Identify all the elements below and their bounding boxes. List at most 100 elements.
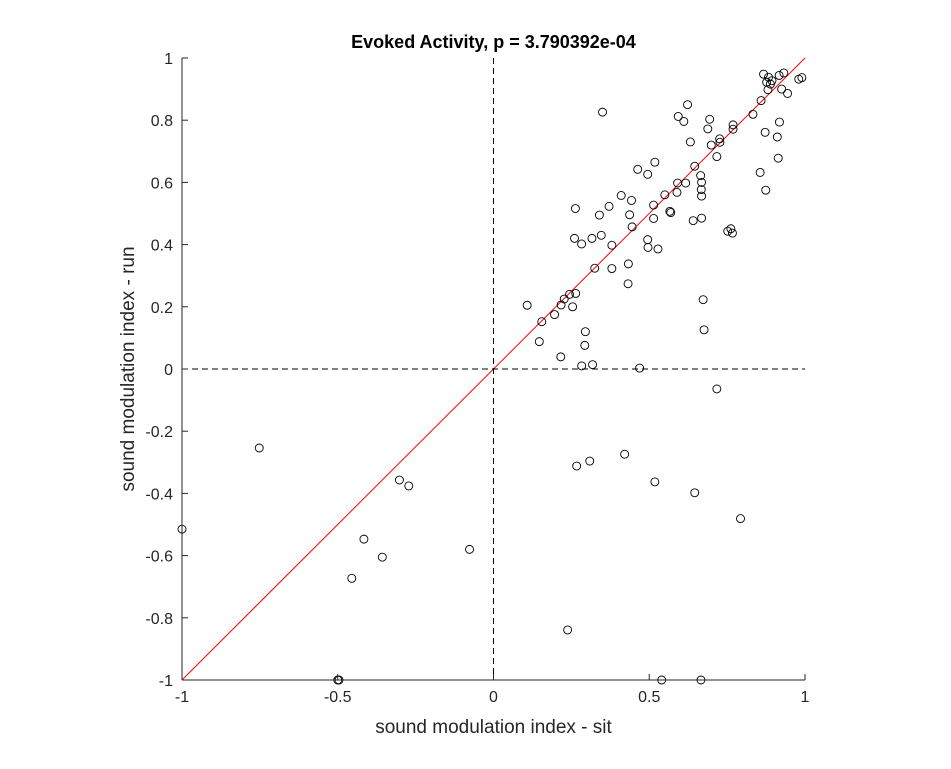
y-tick-label: 0.2 xyxy=(151,300,173,317)
data-point xyxy=(683,100,693,110)
data-point xyxy=(580,327,590,337)
data-point xyxy=(643,169,653,179)
data-point xyxy=(550,310,560,320)
data-point xyxy=(775,117,784,127)
data-point xyxy=(728,124,738,134)
data-point xyxy=(756,96,766,106)
data-point xyxy=(572,461,582,471)
data-point xyxy=(726,224,736,234)
tick-labels: -1 -0.5 0 0.5 1 -1 -0.8 -0.6 -0.4 -0.2 0 0.2 0.4 0.6 0… xyxy=(145,51,809,706)
y-tick-label: 0 xyxy=(164,362,173,379)
data-point xyxy=(650,157,660,167)
data-point xyxy=(690,161,700,171)
data-point xyxy=(767,76,777,86)
data-point xyxy=(777,84,787,94)
data-point xyxy=(748,109,758,119)
data-point xyxy=(607,264,617,273)
data-point xyxy=(570,204,580,213)
data-point xyxy=(404,481,414,491)
data-point xyxy=(627,195,636,205)
data-point xyxy=(773,153,783,163)
data-point xyxy=(635,363,645,373)
x-tick-label: -0.5 xyxy=(324,689,352,706)
data-point xyxy=(580,340,590,350)
data-point xyxy=(577,361,587,371)
x-axis-title: sound modulation index - sit xyxy=(375,717,612,738)
data-point xyxy=(774,70,784,80)
data-point xyxy=(588,360,598,370)
data-point xyxy=(697,213,707,223)
data-point xyxy=(625,210,635,220)
data-points xyxy=(177,68,807,685)
data-point xyxy=(699,325,709,335)
data-point xyxy=(715,137,725,147)
data-point xyxy=(565,289,574,299)
data-point xyxy=(673,112,683,121)
y-tick-label: 0.4 xyxy=(151,238,173,255)
data-point xyxy=(643,235,653,245)
data-point xyxy=(779,68,789,78)
data-point xyxy=(797,73,807,83)
data-point xyxy=(760,127,770,137)
data-point xyxy=(254,443,264,453)
data-point xyxy=(556,300,566,310)
data-point xyxy=(607,240,617,250)
data-point xyxy=(665,206,675,216)
data-point xyxy=(712,152,722,162)
data-point xyxy=(723,226,733,236)
data-point xyxy=(697,177,707,187)
data-point xyxy=(690,488,700,498)
data-point xyxy=(522,300,532,310)
data-point xyxy=(649,214,659,223)
y-tick-label: 1 xyxy=(164,51,173,68)
data-point xyxy=(604,201,614,211)
data-point xyxy=(715,134,725,144)
data-point xyxy=(571,288,581,298)
data-point xyxy=(666,208,676,218)
data-point xyxy=(643,242,653,252)
y-tick-label: 0.8 xyxy=(151,113,173,130)
y-tick-label: -1 xyxy=(159,673,173,690)
data-point xyxy=(594,210,604,220)
data-point xyxy=(706,140,716,150)
chart-title: Evoked Activity, p = 3.790392e-04 xyxy=(351,32,636,52)
data-point xyxy=(620,449,630,459)
data-point xyxy=(698,295,708,305)
data-point xyxy=(585,456,595,466)
data-point xyxy=(763,85,773,95)
data-point xyxy=(377,552,387,562)
data-point xyxy=(537,317,547,327)
data-point xyxy=(772,132,782,142)
data-point xyxy=(534,337,544,347)
data-point xyxy=(568,302,578,312)
y-axis-title: sound modulation index - run xyxy=(118,246,139,491)
data-point xyxy=(759,69,769,79)
y-tick-label: -0.6 xyxy=(145,549,173,566)
data-point xyxy=(688,216,698,226)
data-point xyxy=(598,107,607,117)
data-point xyxy=(679,116,689,126)
data-point xyxy=(623,259,633,269)
data-point xyxy=(590,263,600,273)
data-point xyxy=(697,191,707,201)
y-tick-label: -0.2 xyxy=(145,424,173,441)
data-point xyxy=(672,187,682,197)
data-point xyxy=(728,120,738,130)
data-point xyxy=(764,72,774,82)
data-point xyxy=(623,279,633,289)
data-point xyxy=(681,178,691,188)
data-point xyxy=(570,233,579,243)
data-point xyxy=(696,171,706,181)
x-tick-label: -1 xyxy=(175,689,189,706)
data-point xyxy=(712,384,722,394)
data-point xyxy=(616,191,626,200)
data-point xyxy=(755,167,765,177)
data-point xyxy=(761,185,771,195)
data-point xyxy=(649,200,659,210)
data-point xyxy=(660,190,670,200)
reference-lines xyxy=(181,57,806,681)
data-point xyxy=(359,534,369,544)
data-point xyxy=(696,185,706,195)
data-point xyxy=(703,124,713,134)
